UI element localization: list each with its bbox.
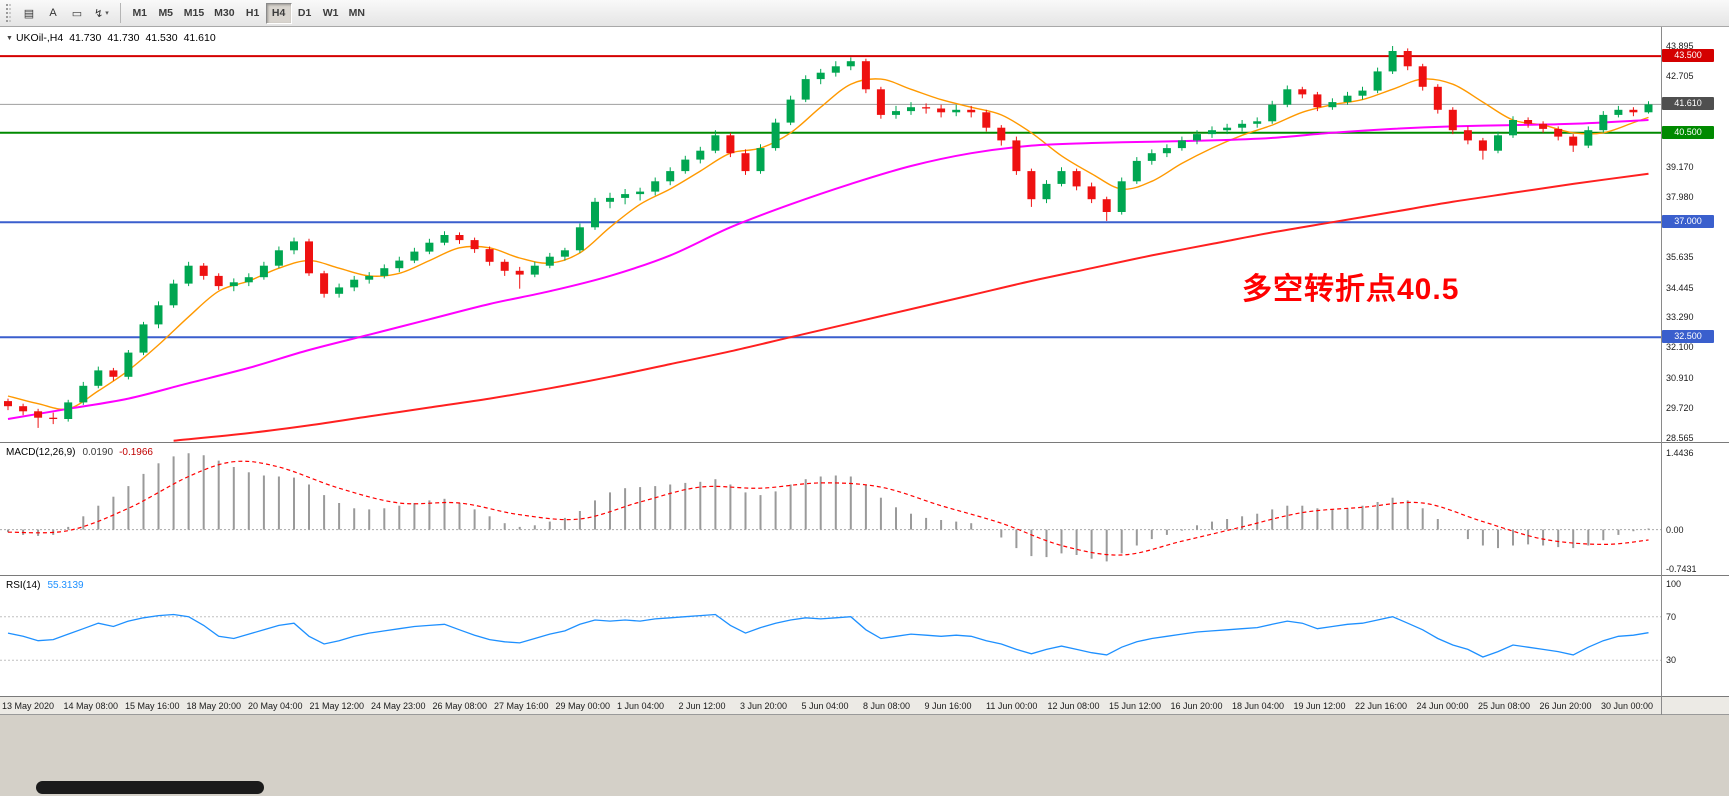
timeframe-button-h4[interactable]: H4 bbox=[265, 2, 292, 24]
ohlc-close: 41.610 bbox=[183, 32, 216, 44]
macd-signal-value: -0.1966 bbox=[119, 447, 153, 458]
rsi-panel[interactable] bbox=[0, 576, 1729, 697]
ohlc-low: 41.530 bbox=[145, 32, 178, 44]
timeframe-button-d1[interactable]: D1 bbox=[297, 7, 312, 19]
price-chart-panel[interactable] bbox=[0, 27, 1729, 443]
ohlc-high: 41.730 bbox=[107, 32, 140, 44]
toolbar-drag-handle[interactable] bbox=[6, 4, 11, 22]
chart-header: ▼ UKOil-,H4 41.730 41.730 41.530 41.610 bbox=[6, 32, 216, 44]
axis-divider bbox=[1661, 27, 1662, 715]
timeframe-button-m15[interactable]: M15 bbox=[183, 7, 205, 19]
timeframes-group: M1 M5 M15 M30 H1 H4 D1 W1 MN bbox=[127, 2, 370, 24]
timeframe-button-m1[interactable]: M1 bbox=[132, 7, 148, 19]
macd-indicator-label: MACD(12,26,9) 0.0190 -0.1966 bbox=[6, 447, 153, 458]
chart-annotation-text[interactable]: 多空转折点40.5 bbox=[1242, 273, 1460, 306]
text-label-tool-icon[interactable]: A bbox=[49, 7, 57, 19]
timeframe-button-m5[interactable]: M5 bbox=[158, 7, 174, 19]
timeframe-button-h1[interactable]: H1 bbox=[245, 7, 260, 19]
horizontal-scrollbar-thumb[interactable] bbox=[36, 781, 264, 794]
rsi-name: RSI(14) bbox=[6, 580, 41, 591]
toolbar-separator bbox=[119, 3, 121, 23]
ohlc-open: 41.730 bbox=[69, 32, 102, 44]
symbol-timeframe-label: UKOil-,H4 bbox=[15, 32, 64, 44]
macd-panel[interactable] bbox=[0, 443, 1729, 576]
macd-main-value: 0.0190 bbox=[82, 447, 114, 458]
objects-tool-icon[interactable]: ▭ bbox=[71, 7, 83, 20]
dropdown-caret-icon: ▾ bbox=[105, 10, 109, 17]
window-bottom-strip bbox=[0, 715, 1729, 796]
toolbar: ▤ A ▭ ↯ ▾ M1 M5 M15 M30 H1 H4 D1 W1 MN bbox=[0, 0, 1729, 27]
templates-icon[interactable]: ▤ bbox=[23, 7, 35, 20]
timeframe-button-mn[interactable]: MN bbox=[348, 7, 365, 19]
macd-name: MACD(12,26,9) bbox=[6, 447, 76, 458]
rsi-indicator-label: RSI(14) 55.3139 bbox=[6, 580, 84, 591]
timeframe-button-w1[interactable]: W1 bbox=[322, 7, 339, 19]
tools-group: ▤ A ▭ ↯ ▾ bbox=[17, 3, 114, 24]
rsi-value: 55.3139 bbox=[47, 580, 84, 591]
collapse-triangle-icon[interactable]: ▼ bbox=[6, 35, 13, 42]
timeframe-button-m30[interactable]: M30 bbox=[214, 7, 235, 19]
time-axis[interactable] bbox=[0, 697, 1729, 715]
draw-tools-icon[interactable]: ↯ ▾ bbox=[94, 7, 109, 20]
